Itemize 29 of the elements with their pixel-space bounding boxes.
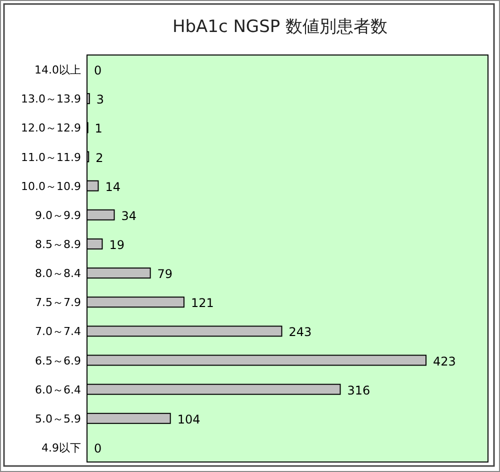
data-label: 0	[94, 441, 102, 456]
data-label: 243	[288, 325, 312, 340]
y-tick-label: 6.5～6.9	[35, 354, 81, 368]
y-tick-label: 7.0～7.4	[35, 325, 81, 338]
data-label: 3	[96, 92, 104, 107]
y-tick-label: 9.0～9.9	[35, 208, 81, 222]
y-tick-label: 7.5～7.9	[35, 296, 81, 310]
y-tick-label: 12.0～12.9	[21, 122, 81, 135]
y-tick-label: 8.5～8.9	[35, 238, 81, 251]
data-label: 19	[109, 238, 125, 252]
data-label: 34	[121, 208, 137, 223]
chart-title: HbA1c NGSP 数値別患者数	[172, 17, 388, 37]
y-tick-label: 6.0～6.4	[35, 383, 81, 396]
data-label: 0	[94, 64, 102, 78]
data-label: 2	[96, 150, 104, 165]
data-label: 104	[177, 412, 200, 426]
y-tick-label: 5.0～5.9	[35, 412, 81, 426]
y-tick-label: 10.0～10.9	[21, 180, 81, 193]
data-label: 121	[190, 296, 214, 310]
data-label: 316	[347, 383, 370, 398]
data-label: 79	[157, 267, 173, 282]
y-tick-label: 4.9以下	[42, 441, 81, 454]
y-tick-label: 13.0～13.9	[21, 92, 81, 106]
data-label: 1	[94, 122, 102, 136]
y-tick-label: 11.0～11.9	[21, 150, 81, 164]
y-tick-label: 14.0以上	[34, 64, 81, 77]
data-label: 423	[433, 354, 456, 368]
data-label: 14	[105, 180, 120, 194]
y-tick-label: 8.0～8.4	[35, 267, 81, 280]
